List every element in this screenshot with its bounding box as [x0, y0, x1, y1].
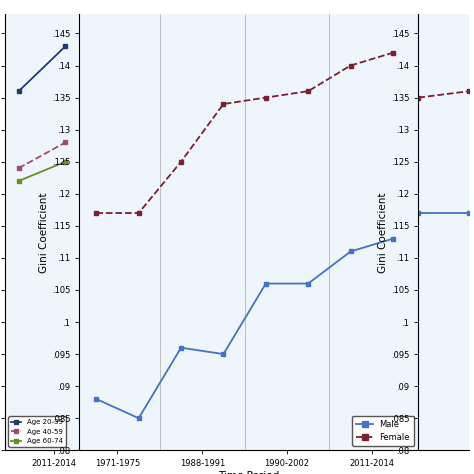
X-axis label: Time Period: Time Period: [218, 471, 280, 474]
Y-axis label: Gini Coefficient: Gini Coefficient: [39, 192, 49, 273]
Y-axis label: Gini Coefficient: Gini Coefficient: [378, 192, 388, 273]
Legend: Age 20-39, Age 40-59, Age 60-74: Age 20-39, Age 40-59, Age 60-74: [8, 416, 66, 447]
Legend: Male, Female: Male, Female: [352, 416, 414, 446]
